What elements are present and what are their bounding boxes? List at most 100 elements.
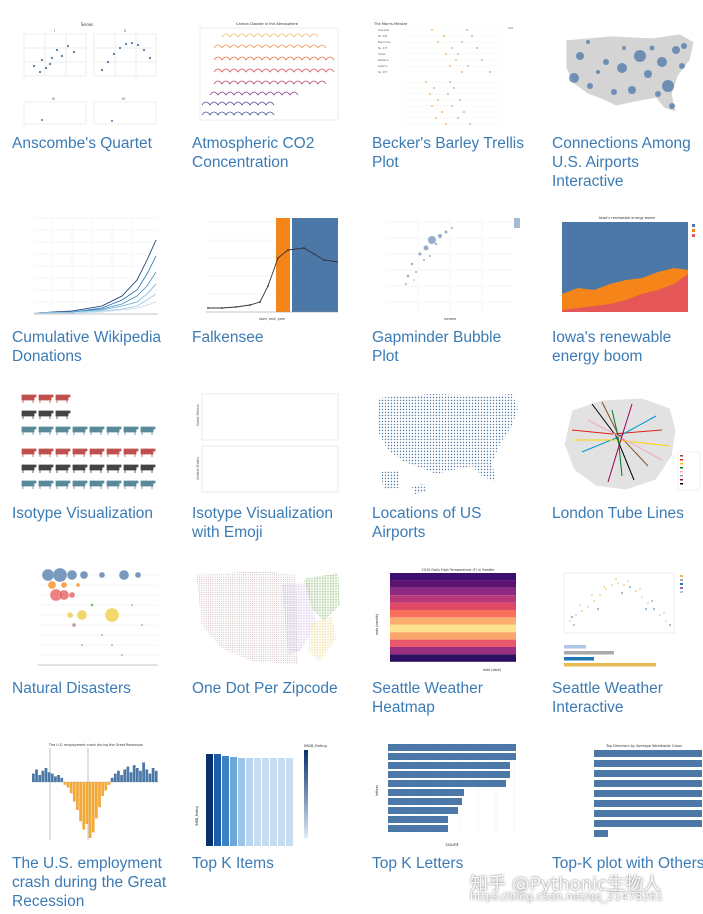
employment-bar	[117, 770, 120, 782]
svg-text:III: III	[52, 97, 55, 101]
card-title[interactable]: Anscombe's Quartet	[12, 135, 152, 152]
card-title[interactable]: One Dot Per Zipcode	[192, 680, 338, 697]
svg-text:IV: IV	[122, 97, 126, 101]
isotype-animal-icon	[21, 464, 37, 473]
thumb-axis-gapminder: income	[444, 317, 456, 321]
employment-bar	[123, 769, 127, 782]
thumbnail-barley[interactable]: The Morris Minster Svansota No. 462 Manchu…	[372, 20, 522, 128]
employment-bar	[32, 773, 35, 782]
thumb-axis-heatmap-x: date (date)	[483, 668, 501, 672]
employment-bar	[132, 765, 136, 782]
employment-bar	[63, 782, 67, 785]
thumbnail-isotype-emoji[interactable]: Great Britain United States	[192, 390, 342, 498]
isotype-animal-icon	[72, 426, 88, 435]
employment-bar	[50, 773, 54, 782]
isotype-animal-icon	[106, 426, 122, 435]
thumbnail-isotype[interactable]	[12, 390, 162, 498]
card-title[interactable]: Top-K plot with Others	[552, 855, 703, 872]
thumbnail-topk-others[interactable]: Top Directors by Average Worldwide Gross	[552, 740, 702, 848]
card-title[interactable]: Seattle Weather Heatmap	[372, 680, 483, 716]
watermark: 知乎 @Pythonic生物人 https://blog.csdn.net/qq…	[470, 870, 700, 910]
card-title[interactable]: Isotype Visualization	[12, 505, 154, 522]
card-title[interactable]: Seattle Weather Interactive	[552, 680, 663, 716]
isotype-animal-icon	[21, 394, 37, 403]
employment-bar	[126, 766, 130, 782]
thumbnail-employment-bars[interactable]: The U.S. employment crash during the Gre…	[12, 740, 162, 848]
isotype-animal-icon	[21, 426, 37, 435]
employment-bar	[91, 782, 95, 833]
isotype-animal-icon	[106, 464, 122, 473]
isotype-animal-icon	[21, 410, 37, 419]
thumbnail-topk-letters[interactable]: count letters	[372, 740, 522, 848]
svg-text:Year: Year	[508, 26, 514, 30]
thumb-axis-letters-y: letters	[375, 785, 379, 796]
thumbnail-airports-map[interactable]	[552, 20, 702, 128]
employment-bar	[142, 762, 145, 782]
card-title[interactable]: Top K Items	[192, 855, 274, 872]
card-title[interactable]: Connections Among U.S. Airports Interact…	[552, 135, 691, 190]
thumbnail-anscombe[interactable]: Series I II III IV	[12, 20, 162, 128]
card-title[interactable]: London Tube Lines	[552, 505, 684, 522]
thumbnail-wiki-lines[interactable]	[12, 214, 162, 322]
svg-text:II: II	[124, 29, 126, 33]
isotype-animal-icon	[55, 394, 71, 403]
isotype-animal-icon	[106, 448, 122, 457]
card-title[interactable]: Atmospheric CO2 Concentration	[192, 135, 315, 171]
isotype-animal-icon	[55, 426, 71, 435]
isotype-animal-icon	[123, 480, 139, 489]
thumb-title-barley: The Morris Minster	[373, 22, 408, 26]
thumb-title-iowa: Iowa's renewable energy boom	[599, 216, 656, 220]
thumbnail-iowa-area[interactable]: Iowa's renewable energy boom	[552, 214, 702, 322]
employment-bar	[139, 770, 142, 782]
employment-bar	[54, 776, 57, 782]
card-title[interactable]: Locations of US Airports	[372, 505, 482, 541]
svg-text:Manchuria: Manchuria	[378, 41, 391, 44]
card-title[interactable]: Falkensee	[192, 329, 264, 346]
isotype-animal-icon	[72, 464, 88, 473]
employment-bar	[60, 777, 64, 782]
svg-text:No. 462: No. 462	[378, 35, 388, 38]
isotype-animal-icon	[72, 480, 88, 489]
isotype-animal-icon	[21, 448, 37, 457]
isotype-animal-icon	[55, 410, 71, 419]
isotype-animal-icon	[140, 448, 156, 457]
thumb-title-topk-others: Top Directors by Average Worldwide Gross	[605, 744, 682, 748]
thumbnail-falkensee[interactable]: start, end, year	[192, 214, 342, 322]
card-title[interactable]: Iowa's renewable energy boom	[552, 329, 672, 365]
card-title[interactable]: Cumulative Wikipedia Donations	[12, 329, 162, 365]
isotype-animal-icon	[140, 464, 156, 473]
card-title[interactable]: The U.S. employment crash during the Gre…	[12, 855, 167, 910]
card-title[interactable]: Gapminder Bubble Plot	[372, 329, 502, 365]
thumbnail-co2[interactable]: Carbon Dioxide in the Atmosphere	[192, 20, 342, 128]
employment-bar	[79, 782, 82, 822]
employment-bar	[104, 782, 108, 791]
thumb-row-label: Great Britain	[196, 404, 200, 426]
isotype-animal-icon	[55, 464, 71, 473]
thumb-axis-topk: IMDB_Rating	[195, 806, 199, 826]
thumbnail-gapminder[interactable]: income	[372, 214, 522, 322]
isotype-animal-icon	[106, 480, 122, 489]
thumbnail-london-tube[interactable]	[552, 390, 702, 498]
card-title[interactable]: Isotype Visualization with Emoji	[192, 505, 334, 541]
employment-bar	[35, 769, 38, 782]
isotype-animal-icon	[38, 464, 54, 473]
thumbnail-topk-items[interactable]: IMDB_Rating IMDB_Rating	[192, 740, 342, 848]
thumb-title-co2: Carbon Dioxide in the Atmosphere	[236, 22, 299, 26]
card-title[interactable]: Natural Disasters	[12, 680, 131, 697]
thumbnail-disasters-bubbles[interactable]	[12, 565, 162, 673]
thumbnail-us-airports-dots[interactable]	[372, 390, 522, 498]
card-title[interactable]: Top K Letters	[372, 855, 464, 872]
watermark-line2: https://blog.csdn.net/qq_21478261	[470, 890, 664, 903]
employment-bar	[101, 782, 105, 796]
thumbnail-zipcode-dots[interactable]	[192, 565, 342, 673]
card-title[interactable]: Becker's Barley Trellis Plot	[372, 135, 524, 171]
thumbnail-seattle-interactive[interactable]	[552, 565, 702, 673]
employment-bar	[110, 777, 114, 782]
employment-bar	[148, 773, 152, 782]
thumb-title-employment: The U.S. employment crash during the Gre…	[48, 743, 143, 747]
isotype-animal-icon	[140, 426, 156, 435]
svg-text:Peatland: Peatland	[378, 59, 389, 62]
svg-text:Glabron: Glabron	[378, 65, 388, 68]
isotype-animal-icon	[38, 448, 54, 457]
thumbnail-seattle-heatmap[interactable]: 2010 Daily High Temperature (F) in Seatt…	[372, 565, 522, 673]
